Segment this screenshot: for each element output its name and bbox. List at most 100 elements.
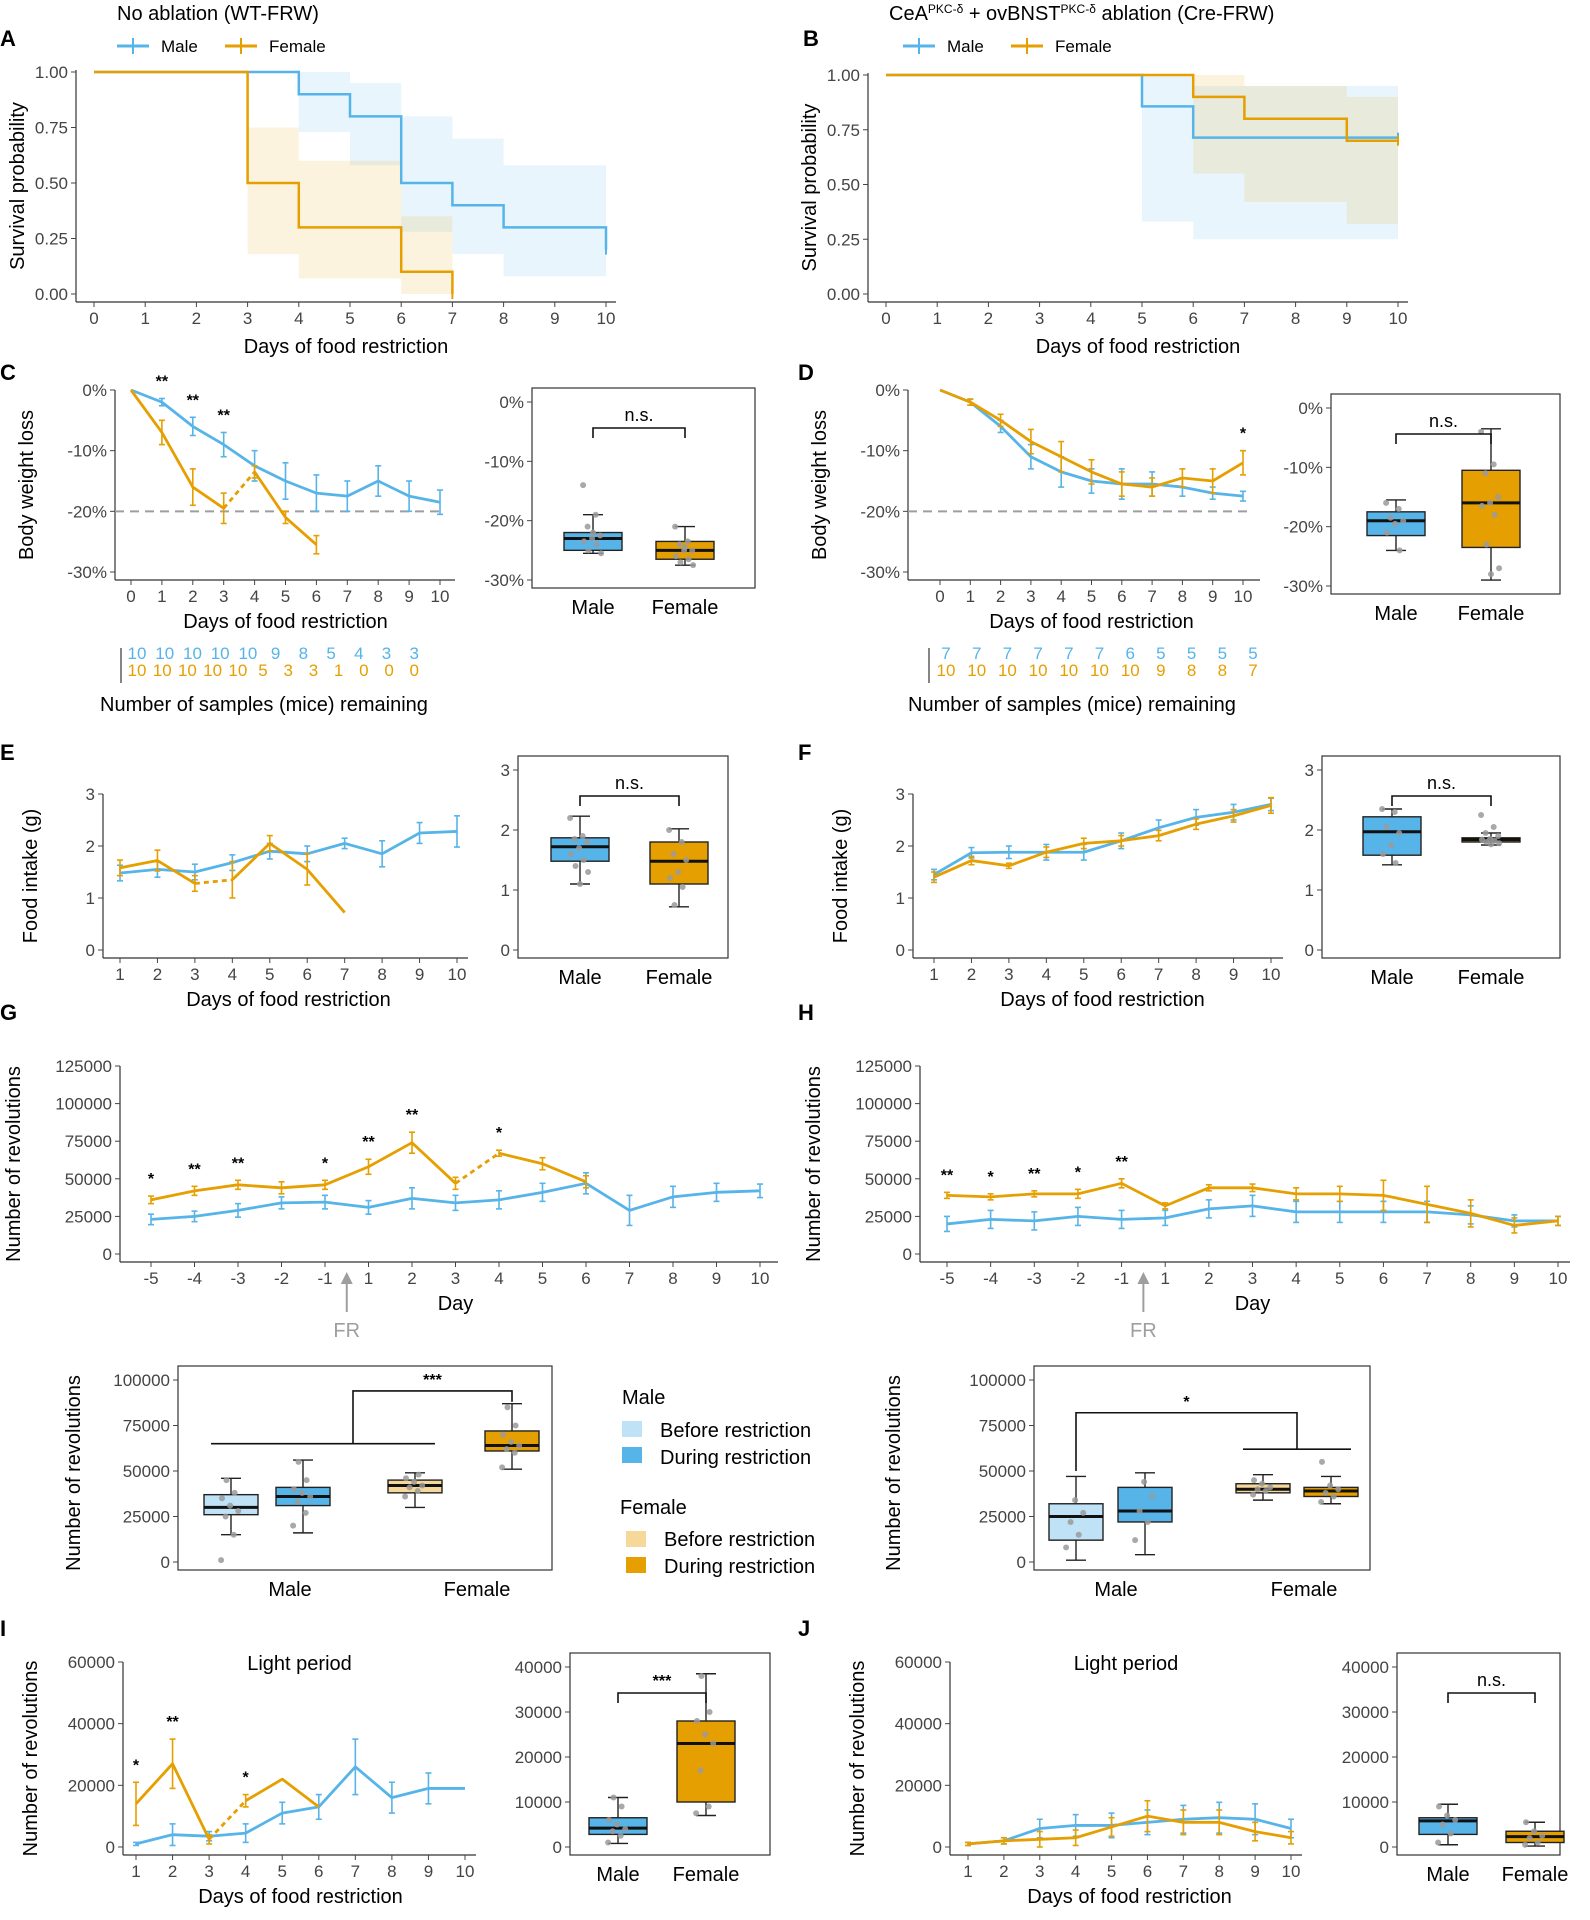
x-tick-label: 10 (1234, 587, 1253, 606)
x-tick-label: 9 (1250, 1862, 1259, 1881)
data-point (611, 1795, 617, 1801)
confidence-band-male (1142, 75, 1193, 222)
significance-marker: ** (166, 1714, 179, 1731)
x-tick-label: 6 (1379, 1269, 1388, 1288)
x-tick-label: 2 (999, 1862, 1008, 1881)
x-tick-label: 8 (1178, 587, 1187, 606)
x-category-label: Female (1458, 967, 1525, 989)
y-tick-label: -30% (484, 571, 524, 590)
x-tick-label: 5 (1107, 1862, 1116, 1881)
x-tick-label: 4 (1071, 1862, 1080, 1881)
y-tick-label: 0% (875, 381, 900, 400)
significance-label: n.s. (1429, 411, 1458, 431)
y-tick-label: 0.25 (827, 230, 860, 249)
y-tick-label: 3 (1305, 761, 1314, 780)
x-category-label: Female (646, 967, 713, 989)
x-tick-label: 9 (550, 309, 559, 328)
data-point (572, 836, 578, 842)
sample-count-female: 10 (203, 661, 222, 680)
data-point (667, 875, 673, 881)
x-tick-label: 7 (343, 587, 352, 606)
data-point (677, 541, 683, 547)
y-axis-label: Survival probability (799, 104, 821, 272)
x-tick-label: 1 (929, 965, 938, 984)
x-tick-label: 10 (1282, 1862, 1301, 1881)
x-category-label: Male (558, 967, 601, 989)
x-axis-label: Days of food restriction (186, 989, 391, 1011)
data-point (589, 535, 595, 541)
data-point (699, 1673, 705, 1679)
x-tick-label: 2 (168, 1862, 177, 1881)
samples-title: Number of samples (mice) remaining (908, 694, 1236, 716)
y-tick-label: 3 (501, 761, 510, 780)
data-point (1137, 1508, 1143, 1514)
x-tick-label: 1 (157, 587, 166, 606)
significance-marker: * (1240, 426, 1247, 443)
data-point (1495, 494, 1501, 500)
y-tick-label: 1 (86, 889, 95, 908)
data-point (693, 1810, 699, 1816)
data-point (1400, 518, 1406, 524)
x-tick-label: 3 (243, 309, 252, 328)
series-line-male (934, 804, 1271, 874)
significance-marker: ** (156, 373, 169, 390)
confidence-band-female (299, 161, 401, 279)
x-category-label: Male (571, 597, 614, 619)
significance-label: * (1183, 1394, 1190, 1411)
legend-male-label: Male (161, 37, 198, 56)
x-tick-label: 6 (1116, 965, 1125, 984)
y-tick-label: -20% (67, 502, 107, 521)
sample-count-female: 10 (1121, 661, 1140, 680)
data-point (505, 1404, 511, 1410)
data-point (419, 1483, 425, 1489)
y-axis-label: Number of revolutions (3, 1066, 25, 1262)
data-point (1388, 842, 1394, 848)
sample-count-female: 10 (1059, 661, 1078, 680)
x-tick-label: 3 (1035, 309, 1044, 328)
sample-count-female: 10 (178, 661, 197, 680)
legend-female-label: Female (269, 37, 326, 56)
y-tick-label: 50000 (865, 1170, 912, 1189)
x-tick-label: 9 (415, 965, 424, 984)
x-tick-label: 5 (1137, 309, 1146, 328)
data-point (1080, 1510, 1086, 1516)
data-point (513, 1423, 519, 1429)
panel-label-G: G (0, 1000, 17, 1025)
y-tick-label: 25000 (123, 1508, 170, 1527)
x-tick-label: 5 (277, 1862, 286, 1881)
box-male (1363, 817, 1421, 855)
y-tick-label: 0 (106, 1838, 115, 1857)
data-point (598, 550, 604, 556)
data-point (499, 1464, 505, 1470)
x-axis-label: Days of food restriction (183, 611, 388, 633)
x-tick-label: 4 (1056, 587, 1065, 606)
significance-marker: * (988, 1169, 995, 1186)
significance-marker: * (133, 1757, 140, 1774)
x-tick-label: 8 (1466, 1269, 1475, 1288)
data-point (1251, 1477, 1257, 1483)
significance-label: n.s. (615, 773, 644, 793)
x-tick-label: 6 (312, 587, 321, 606)
x-tick-label: 8 (377, 965, 386, 984)
data-point (1448, 1831, 1454, 1837)
y-tick-label: 0 (103, 1245, 112, 1264)
dashed-link (456, 1153, 500, 1183)
sample-count-female: 7 (1248, 661, 1257, 680)
x-tick-label: 6 (1188, 309, 1197, 328)
sample-count-female: 1 (334, 661, 343, 680)
x-tick-label: 6 (314, 1862, 323, 1881)
data-point (586, 547, 592, 553)
data-point (619, 1804, 625, 1810)
x-axis-label: Days of food restriction (244, 336, 449, 358)
data-point (673, 553, 679, 559)
data-point (1392, 521, 1398, 527)
data-point (1491, 824, 1497, 830)
y-tick-label: 2 (501, 821, 510, 840)
y-tick-label: 2 (896, 837, 905, 856)
x-category-label: Male (1094, 1579, 1137, 1601)
title-part: PKC-δ (928, 2, 964, 16)
panel-label-B: B (803, 26, 819, 51)
legend-title-female: Female (620, 1497, 687, 1519)
data-point (1444, 1813, 1450, 1819)
y-tick-label: 3 (896, 785, 905, 804)
